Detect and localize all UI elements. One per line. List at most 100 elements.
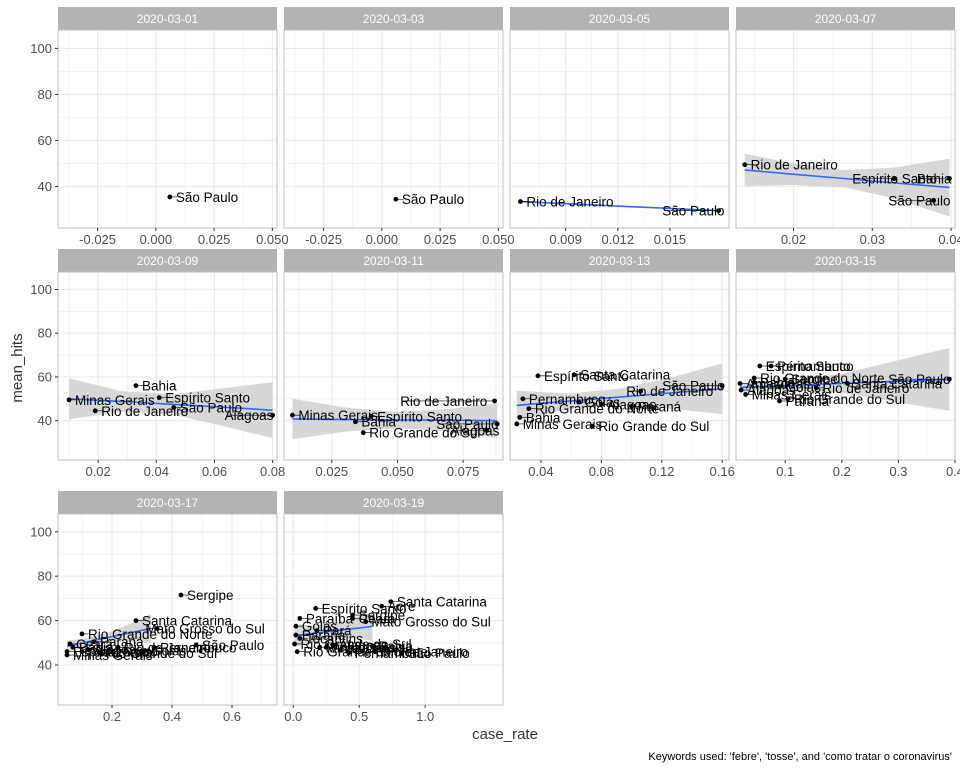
point-label: Mato Grosso do Sul bbox=[371, 615, 490, 630]
point-label: Amazonas bbox=[88, 645, 152, 660]
point-label: São Paulo bbox=[407, 646, 469, 661]
fit-line bbox=[292, 418, 498, 422]
x-tick-label: 0.04 bbox=[144, 464, 169, 479]
point-label: Santa Catarina bbox=[142, 614, 233, 629]
facet-strip bbox=[736, 7, 955, 30]
facet-strip-label: 2020-03-13 bbox=[589, 254, 651, 268]
x-tick-label: 0.050 bbox=[482, 232, 515, 247]
data-point bbox=[350, 612, 356, 618]
point-label: Minas Gerais bbox=[752, 387, 832, 402]
data-point bbox=[379, 603, 385, 609]
data-point bbox=[845, 381, 850, 386]
point-label: Sergipe bbox=[187, 588, 234, 603]
point-label: São Paulo bbox=[202, 638, 264, 653]
data-point bbox=[393, 196, 399, 202]
point-label: Amazonas bbox=[746, 376, 810, 391]
grid-lines bbox=[284, 30, 503, 228]
point-label: Minas Gerais bbox=[73, 648, 153, 663]
point-label: Rio de Janeiro bbox=[626, 384, 713, 399]
data-point bbox=[576, 399, 582, 405]
panel-border bbox=[735, 29, 956, 229]
point-label: Alagoas bbox=[451, 423, 500, 438]
panel-border bbox=[509, 271, 730, 461]
point-label: Minas Gerais bbox=[326, 640, 406, 655]
data-point bbox=[946, 376, 952, 382]
data-point bbox=[313, 605, 319, 611]
x-tick-label: 0.4 bbox=[163, 709, 181, 724]
grid-lines bbox=[58, 514, 277, 705]
confidence-band bbox=[69, 378, 273, 439]
point-label: Paraná bbox=[302, 628, 346, 643]
facet-strip bbox=[58, 7, 277, 30]
data-point bbox=[526, 406, 532, 412]
x-tick-label: 0.06 bbox=[202, 464, 227, 479]
data-point bbox=[947, 176, 952, 181]
point-label: Ceará bbox=[76, 637, 113, 652]
point-label: Goiás bbox=[302, 619, 338, 634]
facet-panel-2020-03-01: 2020-03-01 São Paulo -0.025 0.000 0.025 0.050… bbox=[30, 7, 289, 247]
data-point bbox=[292, 641, 297, 647]
data-point bbox=[514, 421, 520, 427]
facet-strip bbox=[736, 249, 955, 272]
panel-border bbox=[283, 29, 504, 229]
y-axis-title: mean_hits bbox=[9, 333, 26, 402]
facet-strip bbox=[58, 249, 277, 272]
fit-line bbox=[744, 169, 950, 189]
data-point bbox=[369, 643, 375, 649]
x-tick-label: 0.12 bbox=[649, 464, 674, 479]
point-label: Sergipe bbox=[359, 608, 406, 623]
data-point bbox=[751, 379, 757, 385]
point-label: Rio Grande do Sul bbox=[598, 419, 709, 434]
data-point bbox=[757, 363, 763, 369]
data-point bbox=[742, 162, 748, 168]
point-label: São Paulo bbox=[888, 372, 950, 387]
x-tick-label: 0.009 bbox=[549, 232, 582, 247]
facet-panel-2020-03-05: 2020-03-05 Rio de Janeiro São Paulo 0.009 0.… bbox=[509, 7, 730, 247]
data-point bbox=[178, 592, 184, 598]
point-label: Bahia bbox=[760, 375, 795, 390]
data-point bbox=[360, 430, 366, 436]
data-point bbox=[372, 649, 378, 655]
x-tick-label: 0.000 bbox=[366, 232, 399, 247]
confidence-band bbox=[739, 347, 950, 411]
x-axis-title: case_rate bbox=[472, 726, 538, 743]
data-point bbox=[494, 421, 500, 427]
data-point bbox=[92, 408, 98, 414]
panel-background bbox=[510, 272, 729, 460]
fit-line bbox=[66, 627, 152, 647]
data-point bbox=[154, 625, 160, 631]
data-point bbox=[293, 632, 299, 638]
point-label: São Paulo bbox=[662, 204, 724, 219]
data-point bbox=[79, 649, 85, 655]
confidence-band bbox=[516, 363, 723, 421]
point-label: Minas Gerais bbox=[75, 393, 155, 408]
data-point bbox=[629, 404, 634, 409]
grid-lines bbox=[510, 30, 729, 228]
point-label: Pernambuco bbox=[355, 646, 432, 661]
point-label: Rio de Janeiro bbox=[751, 158, 838, 173]
data-point bbox=[535, 373, 541, 379]
data-point bbox=[571, 372, 577, 378]
facet-strip-label: 2020-03-03 bbox=[363, 12, 425, 26]
x-tick-label: 0.050 bbox=[381, 464, 414, 479]
y-tick-label: 40 bbox=[38, 179, 52, 194]
point-label: Espírito Santo bbox=[73, 645, 158, 660]
x-tick-label: 0.03 bbox=[860, 232, 885, 247]
x-tick-label: 0.02 bbox=[85, 464, 110, 479]
point-label: Espírito Santo bbox=[852, 172, 937, 187]
fit-line bbox=[69, 397, 273, 411]
point-label: Alagoas bbox=[94, 642, 143, 657]
facet-strip bbox=[284, 491, 503, 514]
data-point bbox=[363, 619, 369, 625]
panel-border bbox=[283, 271, 504, 461]
point-label: Rio de Janeiro bbox=[822, 381, 909, 396]
y-tick-label: 100 bbox=[30, 524, 52, 539]
data-point bbox=[891, 176, 897, 181]
point-label: Rio Grande do Norte bbox=[760, 371, 885, 386]
panel-background bbox=[58, 272, 277, 460]
point-label: Espírito Santo bbox=[544, 369, 629, 384]
grid-lines bbox=[58, 272, 277, 460]
